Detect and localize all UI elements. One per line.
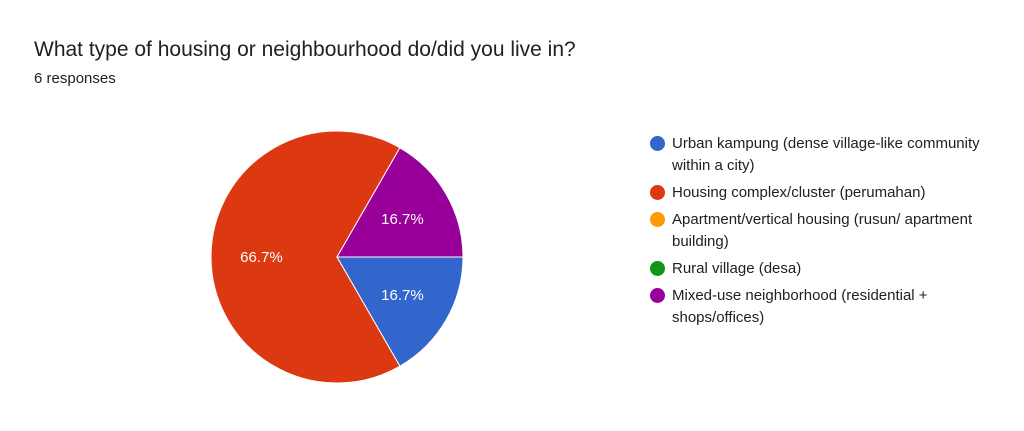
- legend-item[interactable]: Housing complex/cluster (perumahan): [650, 182, 980, 204]
- legend-color-icon: [650, 288, 665, 303]
- chart-legend: Urban kampung (dense village-like commun…: [650, 133, 980, 334]
- legend-item[interactable]: Rural village (desa): [650, 258, 980, 280]
- response-count: 6 responses: [34, 70, 116, 87]
- legend-label: Housing complex/cluster (perumahan): [672, 184, 926, 201]
- legend-color-icon: [650, 136, 665, 151]
- pie-slice-1[interactable]: [210, 130, 401, 384]
- slice-label-4: 16.7%: [381, 211, 424, 228]
- pie-slice-4[interactable]: [336, 147, 464, 258]
- legend-item[interactable]: Mixed-use neighborhood (residential + sh…: [650, 285, 980, 329]
- pie-slice-0[interactable]: [336, 256, 464, 367]
- chart-area: 16.7% 66.7% 16.7%: [0, 100, 1024, 431]
- legend-item[interactable]: Urban kampung (dense village-like commun…: [650, 133, 980, 177]
- legend-label: Apartment/vertical housing (rusun/ apart…: [672, 211, 973, 250]
- legend-label: Urban kampung (dense village-like commun…: [672, 135, 980, 174]
- legend-color-icon: [650, 185, 665, 200]
- legend-label: Mixed-use neighborhood (residential + sh…: [672, 287, 928, 326]
- slice-label-0: 16.7%: [381, 287, 424, 304]
- legend-item[interactable]: Apartment/vertical housing (rusun/ apart…: [650, 209, 980, 253]
- legend-label: Rural village (desa): [672, 260, 802, 277]
- chart-title: What type of housing or neighbourhood do…: [34, 38, 576, 61]
- pie-chart: 16.7% 66.7% 16.7%: [210, 130, 464, 384]
- legend-color-icon: [650, 212, 665, 227]
- legend-color-icon: [650, 261, 665, 276]
- slice-label-1: 66.7%: [240, 249, 283, 266]
